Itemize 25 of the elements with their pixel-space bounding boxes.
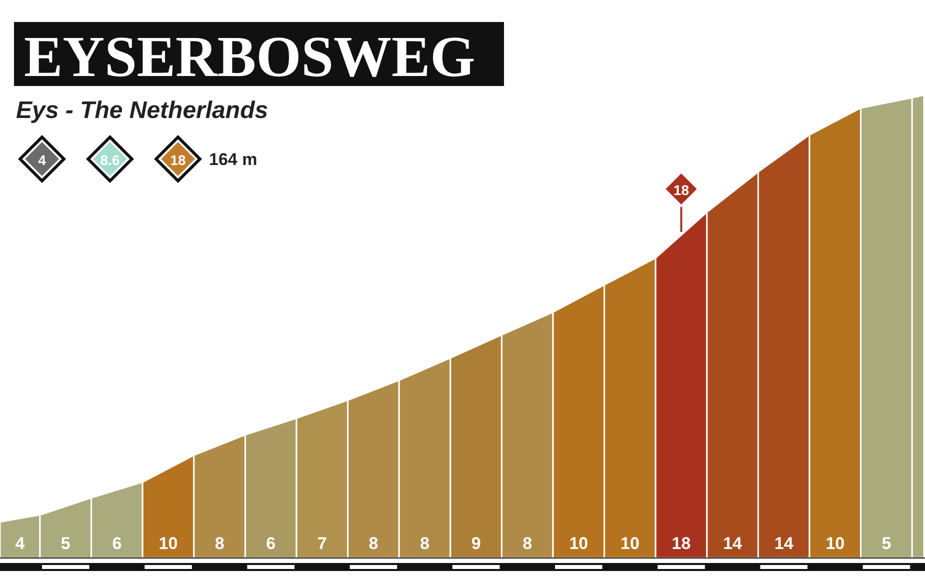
x-tick-label: 14 bbox=[774, 534, 794, 553]
annotation: 18 bbox=[673, 182, 690, 198]
x-tick-label: 18 bbox=[672, 534, 691, 553]
x-tick-label: 9 bbox=[471, 534, 481, 553]
x-tick-label: 8 bbox=[522, 534, 532, 553]
annotation: 4 bbox=[38, 152, 46, 168]
annotation: 164 m bbox=[209, 150, 258, 169]
x-tick-label: 10 bbox=[569, 534, 588, 553]
x-tick-label: 8 bbox=[420, 534, 430, 553]
chart-title: EYSERBOSWEG bbox=[24, 24, 476, 89]
x-tick-label: 4 bbox=[15, 534, 26, 553]
chart-subtitle: Eys - The Netherlands bbox=[16, 97, 268, 124]
x-tick-label: 7 bbox=[317, 534, 327, 553]
x-tick-label: 6 bbox=[266, 534, 276, 553]
x-tick-label: 8 bbox=[214, 534, 224, 553]
x-tick-label: 6 bbox=[112, 534, 122, 553]
x-tick-label: 10 bbox=[826, 534, 845, 553]
x-tick-label: 5 bbox=[60, 534, 70, 553]
x-tick-label: 10 bbox=[158, 534, 178, 553]
x-tick-label: 10 bbox=[620, 534, 640, 553]
annotation: 18 bbox=[170, 152, 186, 168]
x-tick-label: 14 bbox=[723, 534, 743, 553]
annotation: 8.6 bbox=[100, 152, 120, 168]
x-tick-label: 8 bbox=[368, 534, 378, 553]
x-tick-label: 5 bbox=[882, 534, 892, 553]
